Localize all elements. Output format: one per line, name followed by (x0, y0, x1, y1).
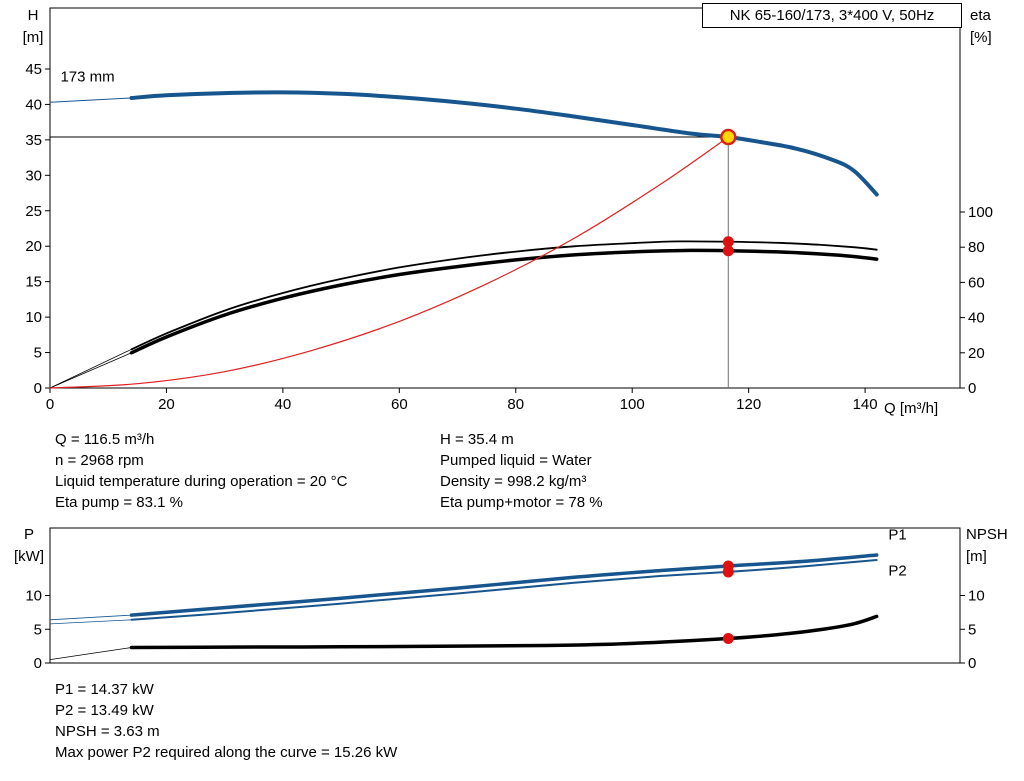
power-axis-unit: [kW] (14, 548, 44, 565)
series-p1-curve (129, 553, 879, 617)
info-line-eta-pump: Eta pump = 83.1 % (55, 494, 183, 511)
series-eta-pump (130, 240, 878, 351)
qh-eta-left-tick-label: 10 (25, 309, 42, 326)
power-axis-symbol: P (23, 526, 34, 543)
result-line-p1: P1 = 14.37 kW (55, 681, 154, 698)
head-axis-unit: [m] (22, 29, 44, 46)
series-head-curve-lead (49, 97, 132, 103)
info-line-density: Density = 998.2 kg/m³ (440, 473, 587, 490)
power-npsh-left-tick-label: 10 (25, 588, 42, 605)
power-npsh-right-tick-label: 5 (968, 621, 976, 638)
qh-eta-x-tick-label: 120 (736, 396, 761, 413)
qh-eta-x-tick-label: 60 (391, 396, 408, 413)
qh-eta-right-tick-label: 60 (968, 274, 985, 291)
qh-eta-right-tick-label: 80 (968, 239, 985, 256)
qh-eta-left-tick-label: 0 (34, 380, 42, 397)
marker-duty-point (720, 128, 737, 146)
info-line-liquid: Pumped liquid = Water (440, 452, 592, 469)
marker-eta-pump-motor-point (722, 245, 734, 257)
power-npsh-left-tick-label: 5 (34, 621, 42, 638)
qh-eta-x-tick-label: 0 (46, 396, 54, 413)
info-line-head: H = 35.4 m (440, 431, 514, 448)
info-line-speed: n = 2968 rpm (55, 452, 144, 469)
power-axis-label: P [kW] (9, 524, 49, 568)
result-line-max-power: Max power P2 required along the curve = … (55, 744, 398, 761)
qh-eta-x-tick-label: 100 (620, 396, 645, 413)
power-npsh-right-tick-label: 10 (968, 588, 985, 605)
marker-p2-point (722, 566, 734, 578)
qh-eta-right-tick-label: 20 (968, 345, 985, 362)
qh-eta-plot-frame (49, 7, 961, 389)
marker-npsh-point (722, 632, 734, 644)
eta-axis-unit: [%] (970, 29, 992, 46)
qh-eta-left-tick-label: 20 (25, 238, 42, 255)
series-head-curve-173mm (129, 90, 879, 197)
series-eta-pump-lead (49, 348, 132, 389)
qh-eta-left-tick-label: 45 (25, 61, 42, 78)
info-line-eta-pump-motor: Eta pump+motor = 78 % (440, 494, 603, 511)
power-npsh-plot-frame (49, 527, 961, 664)
power-npsh-left-tick-label: 0 (34, 655, 42, 672)
series-eta-pump-motor-lead (49, 352, 132, 389)
operating-data-left: Q = 116.5 m³/h n = 2968 rpm Liquid tempe… (55, 429, 347, 513)
series-npsh-lead (49, 647, 132, 660)
info-line-flow: Q = 116.5 m³/h (55, 431, 155, 448)
qh-eta-left-tick-label: 5 (34, 345, 42, 362)
series-p2-curve (130, 559, 878, 621)
marker-eta-pump-point (722, 236, 734, 248)
pump-title-box: NK 65-160/173, 3*400 V, 50Hz (702, 3, 962, 28)
operating-data-right: H = 35.4 m Pumped liquid = Water Density… (440, 429, 603, 513)
flow-axis-label: Q [m³/h] (884, 400, 939, 417)
eta-axis-label: eta [%] (970, 5, 1020, 49)
series-eta-pump-motor (129, 248, 879, 355)
series-p2-lead (49, 619, 132, 625)
series-p1-lead (49, 614, 132, 621)
qh-eta-x-tick-label: 20 (158, 396, 175, 413)
qh-eta-left-tick-label: 30 (25, 167, 42, 184)
qh-eta-left-tick-label: 15 (25, 274, 42, 291)
qh-eta-x-tick-label: 80 (507, 396, 524, 413)
power-npsh-right-tick-label: 0 (968, 655, 976, 672)
qh-eta-left-tick-label: 40 (25, 96, 42, 113)
qh-eta-right-tick-label: 0 (968, 380, 976, 397)
npsh-axis-symbol: NPSH (966, 526, 1008, 543)
result-line-npsh: NPSH = 3.63 m (55, 723, 160, 740)
series-system-curve (49, 136, 729, 389)
npsh-axis-unit: [m] (966, 548, 987, 565)
series-npsh-curve (129, 614, 879, 650)
result-data-block: P1 = 14.37 kW P2 = 13.49 kW NPSH = 3.63 … (55, 679, 397, 763)
annotation-p2: P2 (888, 562, 906, 579)
qh-eta-left-tick-label: 35 (25, 132, 42, 149)
npsh-axis-label: NPSH [m] (966, 524, 1022, 568)
eta-axis-symbol: eta (970, 7, 991, 24)
qh-eta-x-tick-label: 140 (853, 396, 878, 413)
annotation-p1: P1 (888, 526, 906, 543)
head-axis-label: H [m] (16, 5, 50, 49)
head-axis-symbol: H (27, 7, 39, 24)
result-line-p2: P2 = 13.49 kW (55, 702, 154, 719)
qh-eta-left-tick-label: 25 (25, 203, 42, 220)
qh-eta-right-tick-label: 40 (968, 310, 985, 327)
qh-eta-right-tick-label: 100 (968, 204, 993, 221)
qh-eta-x-tick-label: 40 (275, 396, 292, 413)
info-line-temperature: Liquid temperature during operation = 20… (55, 473, 348, 490)
annotation-173-mm: 173 mm (60, 69, 114, 86)
